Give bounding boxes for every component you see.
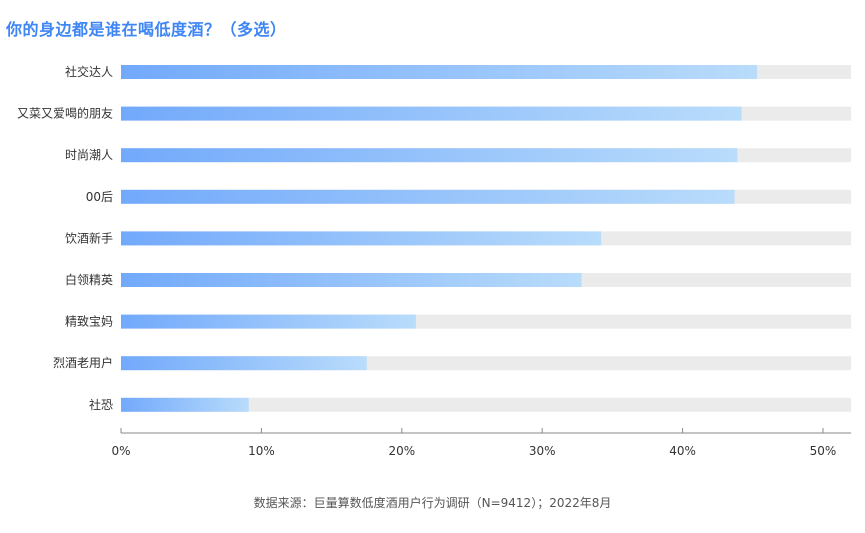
- category-label: 00后: [86, 190, 113, 204]
- bar: [121, 231, 602, 246]
- bar-track: [121, 397, 852, 412]
- x-tick-label: 0%: [111, 444, 130, 458]
- bar: [121, 148, 738, 163]
- x-tick-label: 40%: [669, 444, 696, 458]
- category-label: 社恐: [89, 397, 113, 412]
- category-label: 又菜又爱喝的朋友: [17, 106, 113, 121]
- bar: [121, 189, 735, 204]
- bar: [121, 397, 249, 412]
- data-source-note: 数据来源：巨量算数低度酒用户行为调研（N=9412）；2022年8月: [253, 496, 612, 510]
- category-label: 烈酒老用户: [53, 355, 113, 370]
- x-tick-label: 10%: [248, 444, 275, 458]
- category-label: 饮酒新手: [65, 230, 113, 245]
- bar: [121, 65, 758, 79]
- chart-title: 你的身边都是谁在喝低度酒？（多选）: [6, 20, 287, 39]
- category-label: 白领精英: [65, 272, 113, 287]
- category-label: 社交达人: [65, 64, 113, 79]
- x-tick-label: 50%: [810, 444, 837, 458]
- bar: [121, 106, 742, 121]
- bar: [121, 314, 416, 329]
- x-tick-label: 20%: [388, 444, 415, 458]
- bar: [121, 356, 367, 371]
- x-tick-label: 30%: [529, 444, 556, 458]
- category-label: 时尚潮人: [65, 147, 113, 162]
- category-label: 精致宝妈: [65, 315, 113, 329]
- bar: [121, 273, 582, 287]
